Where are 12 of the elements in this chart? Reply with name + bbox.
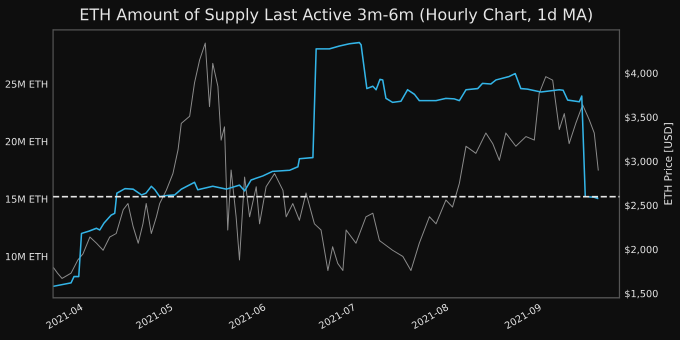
y-tick-label: 15M ETH — [6, 196, 48, 203]
y2-tick-label: $2,000 — [625, 246, 658, 254]
y2-axis-title: ETH Price [USD] — [664, 123, 674, 204]
y2-tick-label: $3,500 — [625, 113, 658, 122]
y2-tick-label: $2,500 — [625, 202, 658, 210]
y2-tick-label: $1,500 — [625, 290, 658, 299]
y-tick-label: 25M ETH — [6, 80, 48, 88]
y-tick-label: 10M ETH — [6, 252, 48, 260]
y-tick-label: 20M ETH — [6, 138, 48, 146]
y2-tick-label: $3,000 — [625, 158, 658, 166]
chart-title: ETH Amount of Supply Last Active 3m-6m (Hourly Chart, 1d MA) — [80, 8, 592, 24]
y2-tick-label: $4,000 — [625, 69, 658, 78]
